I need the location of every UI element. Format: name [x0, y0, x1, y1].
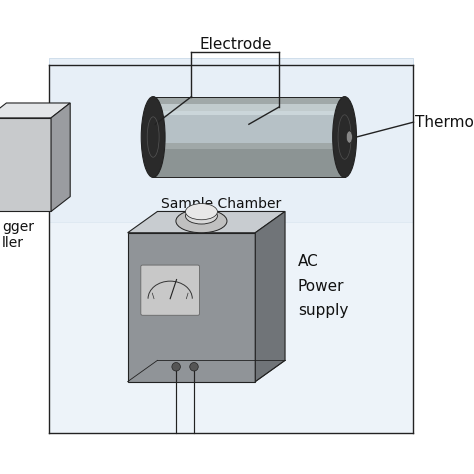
- Polygon shape: [0, 118, 51, 211]
- Polygon shape: [49, 58, 413, 433]
- Polygon shape: [51, 103, 70, 211]
- Ellipse shape: [141, 97, 165, 177]
- Ellipse shape: [176, 210, 227, 233]
- Polygon shape: [128, 211, 285, 233]
- Text: AC
Power
supply: AC Power supply: [298, 254, 348, 318]
- Text: gger
ller: gger ller: [2, 220, 34, 250]
- Ellipse shape: [185, 204, 218, 220]
- Text: Electrode: Electrode: [200, 37, 273, 52]
- Polygon shape: [153, 97, 345, 177]
- Polygon shape: [255, 211, 285, 382]
- Ellipse shape: [190, 363, 198, 371]
- Polygon shape: [0, 103, 70, 118]
- Text: Thermo: Thermo: [415, 115, 474, 129]
- FancyBboxPatch shape: [141, 265, 200, 315]
- Polygon shape: [128, 233, 255, 382]
- Ellipse shape: [172, 363, 181, 371]
- Polygon shape: [155, 104, 343, 115]
- Ellipse shape: [333, 97, 356, 177]
- Polygon shape: [153, 149, 345, 177]
- Ellipse shape: [185, 208, 218, 224]
- Polygon shape: [153, 111, 345, 143]
- Ellipse shape: [346, 131, 352, 143]
- Text: Sample Chamber: Sample Chamber: [161, 197, 282, 210]
- Polygon shape: [49, 58, 413, 222]
